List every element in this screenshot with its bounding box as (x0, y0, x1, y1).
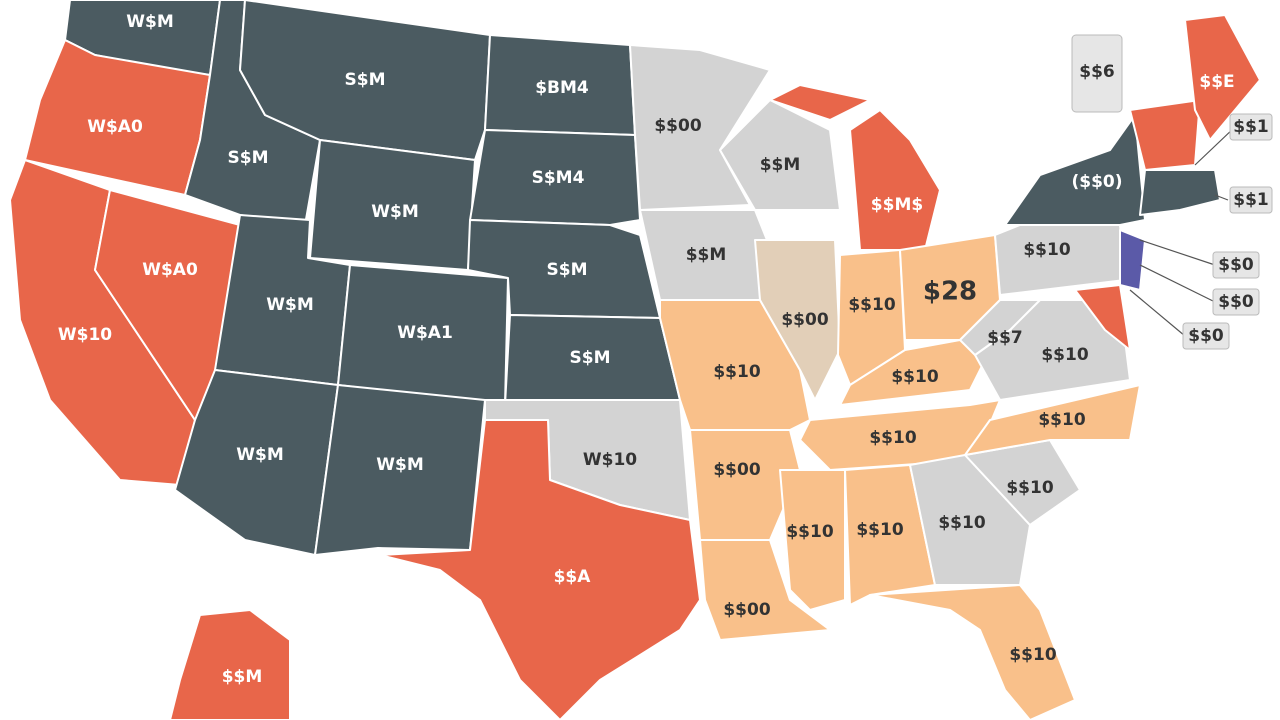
tag-label: $$6 (1079, 62, 1115, 82)
state-label: S$M4 (532, 168, 585, 188)
tag-label: $$0 (1218, 292, 1254, 312)
illinois (754, 239, 841, 401)
state-label: W$M (371, 202, 419, 222)
state-label: $BM4 (535, 78, 589, 98)
labels: W$M S$M $BM4 W$A0 S$M W$M S$M4 $$00 $$M … (58, 12, 1269, 687)
florida (869, 584, 1076, 720)
state-label: $$E (1199, 72, 1234, 92)
state-label: $$M (222, 667, 263, 687)
leader-line (1139, 264, 1216, 303)
tag-label: $$0 (1188, 326, 1224, 346)
state-label: $$00 (654, 116, 701, 136)
state-label: W$M (266, 295, 314, 315)
state-label: $$A (554, 567, 592, 587)
texas (379, 419, 701, 720)
tag-label: $$1 (1233, 117, 1269, 137)
state-label: $$M (686, 245, 727, 265)
tag (1182, 322, 1230, 350)
state-label: $$10 (938, 513, 985, 533)
states (9, 0, 1261, 720)
state-label: S$M (345, 70, 386, 90)
leader-line (1214, 194, 1229, 201)
state-label: $28 (923, 277, 977, 307)
state-label: W$10 (58, 325, 112, 345)
pennsylvania (994, 224, 1126, 296)
state-label: $$00 (713, 460, 760, 480)
tag (1212, 251, 1260, 279)
state-label: W$M (126, 12, 174, 32)
state-label: $$10 (713, 362, 760, 382)
georgia (909, 454, 1031, 586)
state-label: $$M$ (871, 195, 923, 215)
state-label: W$M (376, 455, 424, 475)
michigan (849, 109, 941, 251)
state-label: $$10 (786, 522, 833, 542)
new-jersey (1119, 229, 1146, 291)
south-dakota (469, 129, 641, 226)
tag-label: $$0 (1218, 255, 1254, 275)
state-label: $$10 (891, 367, 938, 387)
state-label: $$10 (856, 520, 903, 540)
tag (1229, 113, 1273, 141)
alaska (169, 609, 291, 720)
tag (1229, 186, 1273, 214)
mississippi (779, 469, 846, 611)
tag (1071, 34, 1123, 113)
leader-line (1129, 289, 1186, 337)
state-label: W$A1 (397, 323, 453, 343)
state-label: $$10 (1009, 645, 1056, 665)
leader-line (1139, 239, 1216, 266)
callouts (1071, 34, 1273, 350)
state-label: S$M (570, 348, 611, 368)
state-label: S$M (228, 148, 269, 168)
state-label: W$A0 (142, 260, 198, 280)
state-label: $$10 (1041, 345, 1088, 365)
maryland (1074, 284, 1131, 351)
tag (1212, 288, 1260, 316)
west-virginia (959, 299, 1041, 356)
state-label: W$M (236, 445, 284, 465)
leader-line (1194, 126, 1236, 166)
maine (1184, 14, 1261, 141)
state-label: $$M (760, 155, 801, 175)
new-york (1004, 114, 1146, 226)
michigan-upper (769, 84, 871, 121)
state-label: $$10 (1006, 478, 1053, 498)
state-label: $$10 (869, 428, 916, 448)
louisiana (699, 539, 831, 641)
vermont-new-hampshire (1129, 99, 1201, 171)
state-label: W$A0 (87, 117, 143, 137)
tag-label: $$1 (1233, 190, 1269, 210)
southern-new-england (1139, 169, 1221, 216)
state-label: $$10 (1038, 410, 1085, 430)
wisconsin (719, 99, 841, 211)
north-carolina (964, 384, 1141, 456)
state-label: $$10 (1023, 240, 1070, 260)
state-label: W$10 (583, 450, 637, 470)
new-mexico (314, 384, 486, 556)
state-label: S$M (547, 260, 588, 280)
state-label: $$7 (987, 328, 1023, 348)
alabama (844, 464, 936, 606)
state-label: $$00 (723, 600, 770, 620)
state-label: $$00 (781, 310, 828, 330)
state-label: $$10 (848, 295, 895, 315)
state-label: ($$0) (1071, 172, 1122, 192)
